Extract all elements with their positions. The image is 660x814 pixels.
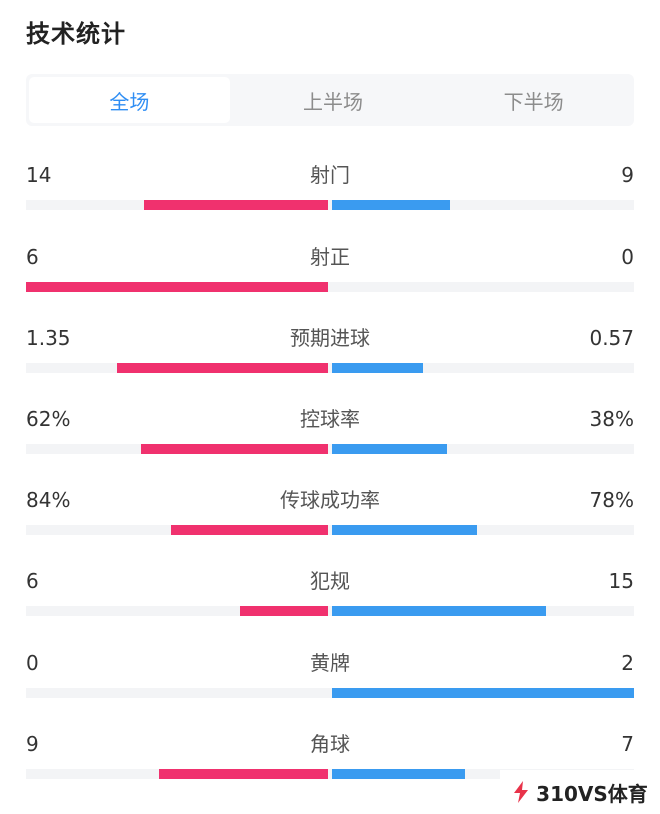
away-bar xyxy=(332,769,465,779)
home-bar xyxy=(141,444,328,454)
away-value: 15 xyxy=(608,569,634,593)
stat-bar-track xyxy=(26,769,634,779)
away-bar xyxy=(332,525,477,535)
home-value: 6 xyxy=(26,569,39,593)
stat-label: 黄牌 xyxy=(310,651,350,675)
stat-row-shots: 14 射门 9 xyxy=(26,162,634,224)
away-value: 38% xyxy=(589,407,634,431)
stat-bar-track xyxy=(26,444,634,454)
away-bar xyxy=(332,363,423,373)
home-value: 62% xyxy=(26,407,71,431)
stat-label: 射门 xyxy=(310,163,350,187)
home-value: 6 xyxy=(26,245,39,269)
stat-row-expected-goals: 1.35 预期进球 0.57 xyxy=(26,325,634,387)
stat-bar-track xyxy=(26,606,634,616)
home-value: 84% xyxy=(26,488,71,512)
home-bar xyxy=(240,606,328,616)
watermark: 310VS体育 xyxy=(500,770,660,814)
stat-bar-track xyxy=(26,200,634,210)
away-value: 9 xyxy=(621,163,634,187)
stat-label: 预期进球 xyxy=(290,326,370,350)
stat-row-fouls: 6 犯规 15 xyxy=(26,568,634,630)
away-bar xyxy=(332,688,634,698)
away-value: 0.57 xyxy=(589,326,634,350)
home-bar xyxy=(117,363,328,373)
period-tabs: 全场 上半场 下半场 xyxy=(26,74,634,126)
stat-row-possession: 62% 控球率 38% xyxy=(26,406,634,468)
away-value: 2 xyxy=(621,651,634,675)
home-value: 1.35 xyxy=(26,326,71,350)
away-value: 0 xyxy=(621,245,634,269)
page-title: 技术统计 xyxy=(26,20,126,48)
home-value: 0 xyxy=(26,651,39,675)
home-bar xyxy=(144,200,328,210)
away-bar xyxy=(332,200,450,210)
home-bar xyxy=(26,282,328,292)
away-bar xyxy=(332,444,447,454)
watermark-text: 310VS体育 xyxy=(536,781,648,806)
stat-row-yellow-cards: 0 黄牌 2 xyxy=(26,650,634,712)
stat-row-corners: 9 角球 7 xyxy=(26,731,634,793)
stat-bar-track xyxy=(26,363,634,373)
home-value: 14 xyxy=(26,163,52,187)
stat-label: 射正 xyxy=(310,245,350,269)
stat-bar-track xyxy=(26,688,634,698)
tab-full-match[interactable]: 全场 xyxy=(29,77,230,123)
home-value: 9 xyxy=(26,732,39,756)
away-value: 78% xyxy=(589,488,634,512)
stat-bar-track xyxy=(26,525,634,535)
tab-first-half[interactable]: 上半场 xyxy=(303,89,363,114)
stat-bar-track xyxy=(26,282,634,292)
stat-row-pass-accuracy: 84% 传球成功率 78% xyxy=(26,487,634,549)
stat-label: 控球率 xyxy=(300,407,360,431)
310vs-logo-icon xyxy=(512,781,530,803)
tab-second-half[interactable]: 下半场 xyxy=(503,89,564,114)
home-bar xyxy=(159,769,328,779)
home-bar xyxy=(171,525,328,535)
stat-label: 传球成功率 xyxy=(280,488,380,512)
stat-row-shots-on-target: 6 射正 0 xyxy=(26,244,634,306)
stat-label: 角球 xyxy=(310,732,350,756)
away-bar xyxy=(332,606,546,616)
away-value: 7 xyxy=(621,732,634,756)
stat-label: 犯规 xyxy=(310,569,350,593)
